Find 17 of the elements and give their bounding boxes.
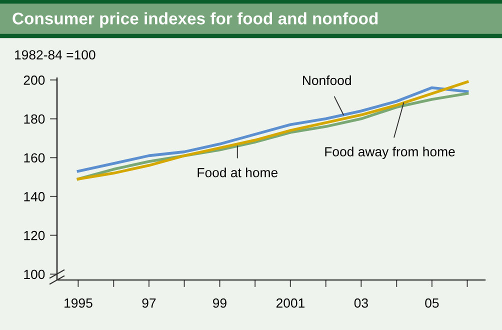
y-tick-label: 200 [24,76,45,85]
chart-title: Consumer price indexes for food and nonfood [12,12,378,28]
x-tick-label: 03 [354,298,368,308]
text: Nonfood [302,75,351,86]
x-tick-label: 97 [142,298,156,308]
series-label: Food away from home [325,146,455,160]
x-tick-label: 99 [212,298,226,308]
y-tick-label: 120 [24,230,45,240]
y-tick-label: 160 [24,153,45,163]
y-axis-title: 1982-84 =100 [15,50,96,60]
x-tick-label: 05 [425,298,439,308]
series-label: Food at home [198,168,278,178]
x-tick-label: 1995 [64,298,92,308]
y-tick-label: 180 [24,114,45,124]
y-tick-label: 100 [24,270,45,280]
y-tick-label: 140 [24,192,45,202]
x-tick-label: 2001 [276,298,304,308]
